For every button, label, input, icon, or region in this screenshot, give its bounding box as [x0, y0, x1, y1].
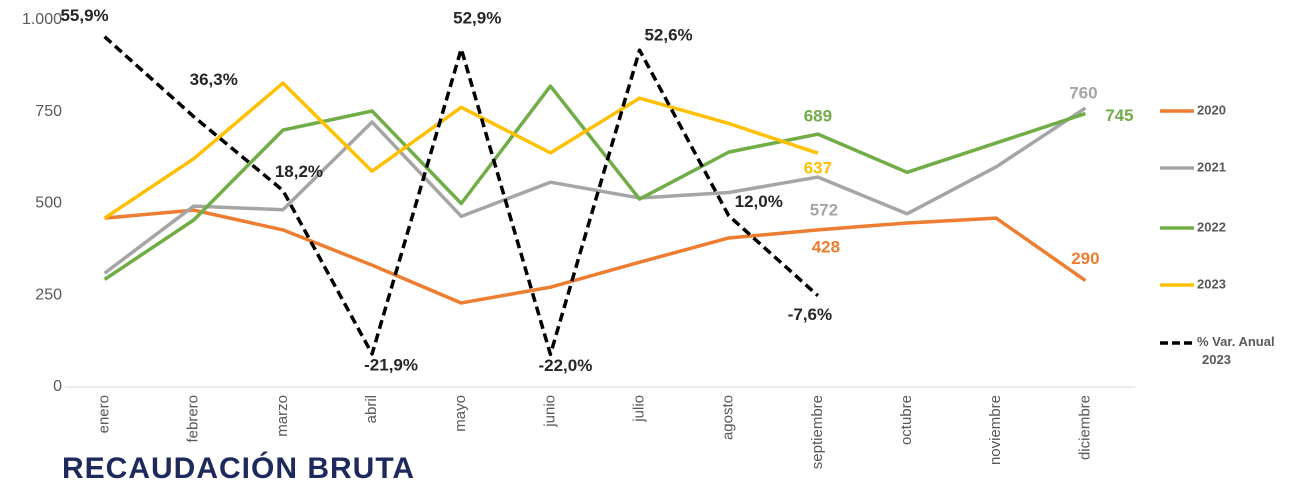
x-tick-label: julio: [631, 395, 648, 423]
data-label: 572: [810, 201, 838, 220]
x-tick-label: enero: [96, 395, 113, 433]
data-label: 745: [1105, 106, 1133, 125]
x-tick-label: junio: [541, 395, 558, 428]
legend-label: % Var. Anual 2023: [1197, 334, 1275, 367]
data-label: 12,0%: [735, 192, 783, 211]
data-label: 18,2%: [275, 162, 323, 181]
y-tick-label: 250: [35, 286, 62, 303]
x-tick-label: mayo: [452, 395, 469, 432]
data-label: -21,9%: [364, 355, 418, 374]
legend-label: 2023: [1197, 276, 1226, 291]
data-label: 36,3%: [190, 70, 238, 89]
series-line: [103, 106, 1087, 275]
series-line: [103, 84, 1086, 281]
data-label: 428: [812, 237, 840, 256]
series-line: [103, 35, 820, 357]
data-label: 52,6%: [644, 26, 692, 45]
x-tick-label: febrero: [185, 395, 202, 443]
x-tick-label: agosto: [720, 395, 737, 440]
data-label: 55,9%: [60, 6, 108, 25]
x-tick-label: noviembre: [987, 395, 1004, 465]
data-label: -22,0%: [538, 356, 592, 375]
y-tick-label: 0: [53, 378, 62, 395]
data-label: -7,6%: [788, 305, 832, 324]
y-tick-label: 1.000: [22, 11, 62, 28]
series-line: [103, 81, 819, 220]
series-line: [104, 208, 1087, 305]
data-label: 52,9%: [453, 8, 501, 27]
x-tick-label: septiembre: [809, 395, 826, 469]
data-label: 290: [1071, 249, 1099, 268]
legend-label: 2022: [1197, 219, 1226, 234]
x-tick-label: abril: [363, 395, 380, 423]
x-tick-label: marzo: [274, 395, 291, 437]
data-label: 637: [804, 159, 832, 178]
data-label: 760: [1069, 84, 1097, 103]
data-label: 689: [804, 107, 832, 126]
x-tick-label: octubre: [898, 395, 915, 445]
legend-label: 2020: [1197, 102, 1226, 117]
footer-text: RECAUDACIÓN BRUTA: [62, 451, 415, 485]
legend-label: 2021: [1197, 159, 1226, 174]
y-tick-label: 500: [35, 195, 62, 212]
x-tick-label: diciembre: [1076, 395, 1093, 460]
y-tick-label: 750: [35, 103, 62, 120]
